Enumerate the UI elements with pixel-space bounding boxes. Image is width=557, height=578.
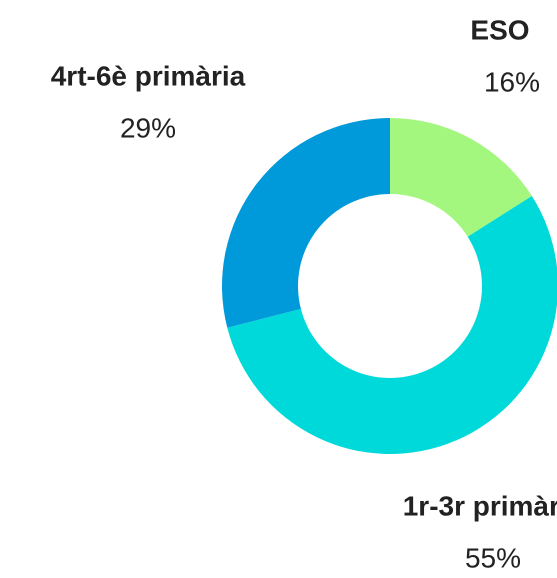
slice-label: ESO bbox=[470, 14, 529, 45]
slice-label: 1r-3r primària bbox=[403, 490, 557, 521]
donut-slice bbox=[227, 195, 557, 454]
donut-slice bbox=[221, 118, 390, 328]
slice-value: 29% bbox=[120, 112, 176, 143]
slice-value: 55% bbox=[465, 542, 521, 573]
donut-slice bbox=[390, 118, 532, 237]
slice-value: 16% bbox=[484, 66, 540, 97]
slice-label: 4rt-6è primària bbox=[51, 60, 246, 91]
